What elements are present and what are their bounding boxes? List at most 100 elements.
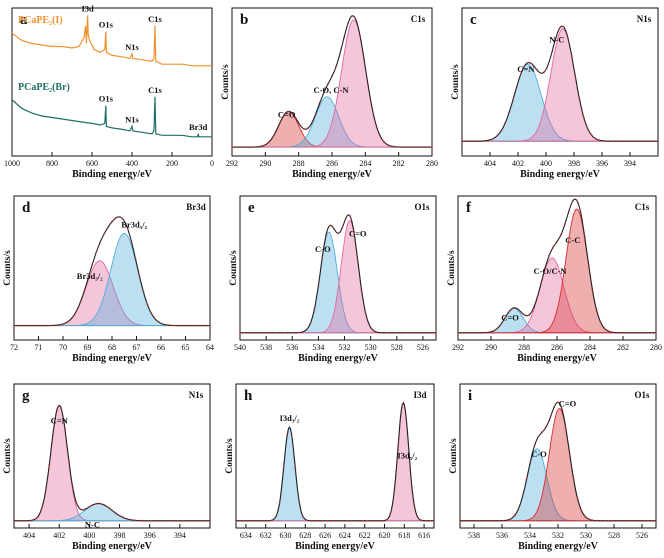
- data-point: [655, 331, 657, 334]
- data-point: [154, 519, 157, 522]
- data-point: [75, 309, 78, 312]
- data-point: [68, 459, 70, 462]
- data-point: [60, 407, 62, 409]
- data-point: [169, 324, 172, 327]
- peak-label: C=O: [501, 312, 519, 322]
- data-point: [590, 134, 593, 136]
- peak-annotation: C1s: [148, 14, 162, 24]
- x-tick-label: 532: [339, 343, 351, 352]
- data-point: [591, 290, 594, 292]
- peak-annotation: O1s: [99, 94, 114, 104]
- x-tick-label: 286: [326, 159, 338, 168]
- data-point: [548, 254, 550, 257]
- data-point: [623, 331, 626, 334]
- data-point: [286, 331, 288, 334]
- data-point: [306, 519, 309, 522]
- panel-title: N1s: [637, 14, 652, 24]
- panel-i: 538 536 534 532 530 528 526 Binding energy/eV Co…: [449, 383, 657, 552]
- data-point: [415, 146, 417, 149]
- x-tick-label: 530: [580, 531, 592, 540]
- data-point: [130, 241, 133, 244]
- data-point: [75, 502, 78, 505]
- data-point: [539, 72, 542, 74]
- x-tick-label: 530: [365, 343, 377, 352]
- data-point: [122, 516, 125, 519]
- data-point: [341, 227, 343, 230]
- data-point: [158, 321, 160, 324]
- data-point: [118, 216, 121, 218]
- data-point: [177, 519, 180, 522]
- data-point: [627, 519, 630, 522]
- data-point: [401, 403, 404, 406]
- data-point: [353, 519, 356, 522]
- data-point: [423, 146, 425, 149]
- data-point: [356, 258, 359, 260]
- data-point: [205, 519, 208, 522]
- data-point: [563, 26, 565, 29]
- data-point: [13, 519, 15, 522]
- data-point: [637, 140, 640, 143]
- x-tick-label: 200: [166, 159, 178, 168]
- data-point: [44, 324, 47, 327]
- x-tick-label: 532: [552, 531, 564, 540]
- data-point: [337, 232, 339, 235]
- data-point: [603, 327, 606, 330]
- x-tick-label: 620: [379, 531, 391, 540]
- data-point: [545, 425, 548, 428]
- data-point: [617, 140, 620, 143]
- peak-label: C-O, C-N: [314, 85, 350, 95]
- data-point: [623, 519, 626, 522]
- data-point: [488, 331, 491, 333]
- data-point: [611, 331, 614, 334]
- data-point: [118, 514, 121, 517]
- data-point: [407, 331, 410, 334]
- series-line-0: [11, 15, 212, 67]
- data-point: [417, 517, 420, 519]
- data-point: [318, 519, 321, 522]
- data-point: [239, 146, 241, 149]
- data-point: [496, 134, 499, 137]
- x-tick-label: 534: [312, 343, 324, 352]
- data-point: [274, 516, 277, 518]
- data-point: [431, 146, 433, 149]
- data-point: [243, 519, 245, 522]
- data-point: [615, 519, 618, 522]
- x-tick-label: 68: [108, 343, 116, 352]
- data-point: [516, 85, 518, 88]
- y-axis-label: Counts/s: [229, 250, 239, 286]
- data-point: [201, 519, 204, 522]
- data-point: [512, 307, 515, 309]
- data-point: [568, 210, 570, 213]
- data-point: [231, 146, 233, 149]
- data-point: [419, 146, 421, 149]
- data-point: [173, 324, 176, 327]
- data-point: [635, 519, 638, 522]
- x-tick-label: 540: [234, 343, 246, 352]
- data-point: [239, 331, 241, 334]
- data-point: [364, 311, 367, 314]
- data-point: [502, 519, 504, 522]
- peak-label: C=N: [51, 416, 69, 426]
- data-point: [243, 331, 245, 334]
- data-point: [540, 281, 543, 284]
- data-point: [56, 408, 58, 410]
- data-point: [488, 139, 491, 141]
- x-axis-label: Binding energy/eV: [72, 353, 153, 364]
- data-point: [600, 519, 602, 522]
- data-point: [647, 331, 649, 334]
- data-point: [32, 518, 35, 521]
- data-point: [582, 115, 585, 118]
- data-point: [359, 34, 361, 37]
- x-tick-label: 290: [259, 159, 271, 168]
- x-tick-label: 290: [485, 343, 497, 352]
- data-point: [606, 140, 608, 143]
- x-tick-label: 72: [10, 343, 18, 352]
- data-point: [559, 26, 561, 29]
- peak-label: Br3d₅/₂: [121, 219, 147, 229]
- data-point: [519, 73, 522, 75]
- data-point: [419, 331, 422, 334]
- data-point: [510, 517, 512, 520]
- data-point: [279, 121, 281, 124]
- data-point: [56, 324, 58, 327]
- x-tick-label: 534: [524, 531, 536, 540]
